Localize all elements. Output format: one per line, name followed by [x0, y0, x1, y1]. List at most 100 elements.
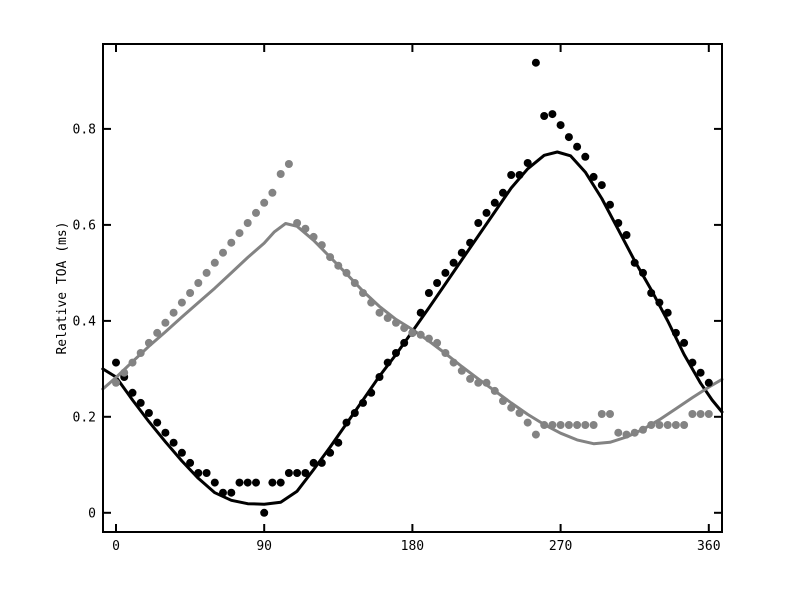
y-tick-label: 0.6 — [73, 218, 96, 233]
black-series-point — [466, 238, 475, 247]
black-series-point — [499, 188, 507, 197]
black-series-point — [647, 289, 656, 297]
gray-series-point — [630, 428, 639, 437]
black-series-point — [482, 208, 491, 217]
y-tick-label: 0 — [88, 506, 96, 521]
black-series-point — [433, 279, 442, 287]
black-series-point — [688, 358, 697, 367]
black-series-point — [252, 478, 260, 487]
black-series-point — [523, 159, 532, 167]
black-series-point — [548, 110, 557, 119]
gray-series-point — [367, 298, 376, 307]
gray-series-point — [260, 198, 269, 207]
black-series-point — [383, 358, 392, 367]
gray-series-point — [219, 248, 227, 257]
black-series-point — [416, 308, 425, 317]
gray-series-point — [663, 421, 672, 429]
black-series-point — [531, 58, 540, 67]
black-series-point — [573, 142, 582, 151]
gray-series-point — [128, 358, 137, 367]
gray-series-point — [433, 338, 442, 347]
black-series-point — [227, 488, 236, 497]
black-series-point — [457, 248, 466, 257]
black-series-point — [614, 219, 623, 227]
black-series-point — [449, 258, 458, 267]
black-series-point — [630, 258, 639, 267]
black-series-point — [243, 478, 252, 487]
gray-series-point — [490, 386, 499, 395]
black-series-point — [540, 112, 549, 120]
gray-series-point — [688, 410, 697, 418]
gray-series-point — [482, 378, 491, 387]
gray-series-point — [606, 410, 614, 418]
x-tick-label: 270 — [549, 539, 572, 554]
gray-series-point — [556, 421, 565, 429]
black-series-point — [202, 469, 211, 477]
gray-series-point — [573, 421, 582, 429]
gray-series-point — [457, 366, 466, 375]
black-series-point — [663, 308, 672, 317]
gray-series-point — [268, 188, 277, 197]
gray-series-point — [507, 403, 516, 412]
black-series-point — [219, 488, 227, 497]
black-series-point — [581, 152, 590, 161]
gray-series-point — [671, 421, 680, 429]
gray-series-point — [581, 421, 590, 429]
gray-series-point — [531, 430, 540, 439]
black-series-point — [326, 448, 335, 457]
x-tick-label: 90 — [256, 539, 272, 554]
x-tick-label: 180 — [401, 539, 424, 554]
black-series-point — [622, 231, 631, 239]
black-series-point — [128, 388, 137, 397]
black-series-point — [350, 409, 359, 417]
black-series-point — [597, 181, 606, 190]
gray-series-point — [235, 229, 244, 238]
gray-series-point — [317, 241, 326, 250]
gray-series-point — [112, 378, 120, 387]
x-tick-label: 0 — [112, 539, 120, 554]
black-series-point — [186, 458, 195, 467]
gray-series-point — [359, 289, 367, 297]
black-series-point — [589, 172, 598, 181]
black-series-point — [696, 368, 705, 377]
black-series-point — [161, 428, 170, 437]
black-series-point — [392, 349, 400, 357]
gray-series-point — [144, 338, 153, 347]
gray-series-point — [309, 232, 318, 241]
black-series-point — [639, 268, 647, 277]
gray-series-point — [375, 308, 384, 317]
plot-generated: 0 90 180 270 360 0 0.2 0.4 0.6 0.8 — [73, 43, 724, 554]
black-series-point — [400, 338, 409, 347]
black-series-point — [424, 289, 433, 297]
black-series-point — [564, 133, 573, 142]
gray-series-point — [153, 328, 162, 337]
gray-series-point — [400, 324, 409, 333]
black-series-point — [441, 268, 450, 277]
black-series-point — [515, 171, 524, 179]
black-series-point — [309, 458, 318, 467]
black-series-point — [301, 469, 310, 477]
black-series-point — [284, 469, 293, 477]
gray-series-point — [704, 410, 713, 418]
gray-series-point — [169, 308, 178, 317]
gray-series-point — [120, 368, 129, 377]
gray-series-point — [655, 421, 664, 429]
gray-series-point — [342, 268, 351, 277]
black-series-point — [153, 418, 162, 427]
gray-series-point — [523, 418, 532, 427]
gray-series-point — [392, 318, 400, 327]
black-series-point — [317, 458, 326, 467]
black-series-point — [268, 478, 277, 487]
gray-series-point — [350, 279, 359, 287]
gray-series-point — [194, 279, 203, 287]
black-series-point — [334, 438, 343, 447]
black-series-point — [177, 448, 186, 457]
gray-series-point — [284, 160, 293, 168]
black-series-point — [606, 200, 614, 209]
gray-series-point — [499, 397, 507, 405]
gray-series-point — [408, 328, 417, 337]
gray-series-point — [564, 421, 573, 429]
black-series-point — [490, 198, 499, 207]
black-series-point — [375, 373, 384, 381]
